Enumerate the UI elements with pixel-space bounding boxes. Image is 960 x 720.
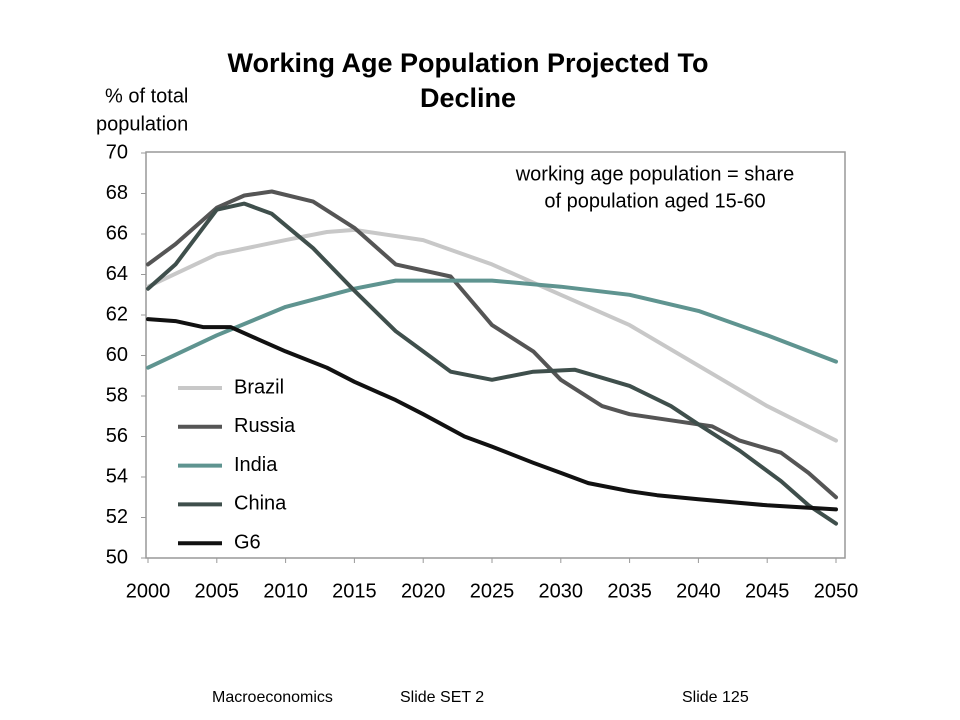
annotation: of population aged 15-60: [544, 190, 765, 212]
y-tick-label: 70: [106, 141, 128, 163]
series-line: [146, 227, 838, 443]
legend-label: India: [234, 454, 278, 476]
x-tick-label: 2025: [470, 580, 515, 602]
legend-label: Russia: [234, 415, 296, 437]
y-tick-label: 52: [106, 506, 128, 528]
y-tick-label: 62: [106, 303, 128, 325]
x-tick-label: 2005: [195, 580, 240, 602]
y-tick-label: 64: [106, 263, 128, 285]
y-tick-label: 60: [106, 344, 128, 366]
chart-title: Working Age Population Projected To: [227, 48, 708, 78]
series-line: [146, 278, 838, 370]
footer: Slide 125: [682, 689, 749, 706]
x-tick-label: 2050: [814, 580, 859, 602]
y-tick-label: 58: [106, 384, 128, 406]
x-tick-label: 2040: [676, 580, 721, 602]
legend-label: Brazil: [234, 376, 284, 398]
x-tick-label: 2030: [539, 580, 584, 602]
series-line: [146, 317, 838, 512]
x-tick-label: 2000: [126, 580, 171, 602]
x-tick-label: 2035: [607, 580, 652, 602]
y-tick-label: 54: [106, 465, 128, 487]
legend-label: G6: [234, 531, 261, 553]
y-tick-label: 50: [106, 546, 128, 568]
y-tick-label: 66: [106, 222, 128, 244]
annotation: working age population = share: [515, 163, 795, 185]
legend-label: China: [234, 493, 287, 515]
x-tick-label: 2015: [332, 580, 377, 602]
series-line: [146, 201, 838, 526]
series-line: [146, 189, 838, 500]
footer: Slide SET 2: [400, 689, 484, 706]
x-tick-label: 2045: [745, 580, 790, 602]
chart-title: Decline: [420, 83, 516, 113]
x-tick-label: 2020: [401, 580, 446, 602]
y-axis-label: population: [96, 113, 188, 135]
footer: Macroeconomics: [212, 689, 333, 706]
y-tick-label: 56: [106, 425, 128, 447]
y-axis-label: % of total: [105, 85, 188, 107]
x-tick-label: 2010: [263, 580, 308, 602]
y-tick-label: 68: [106, 182, 128, 204]
